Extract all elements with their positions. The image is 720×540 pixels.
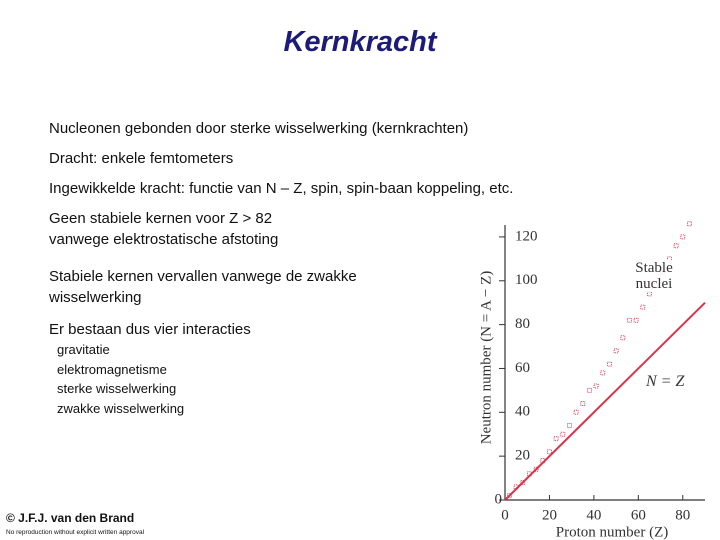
bullet-text: Geen stabiele kernen voor Z > 82 <box>49 210 273 227</box>
bullet-text: Dracht: enkele femtometers <box>49 150 234 167</box>
stable-nucleus <box>533 466 539 472</box>
stable-nucleus <box>646 291 652 297</box>
stable-nucleus <box>620 335 626 341</box>
stable-nucleus <box>680 234 686 240</box>
x-tick-label: 80 <box>675 507 690 523</box>
stable-nucleus <box>546 449 552 455</box>
stable-nucleus <box>633 317 639 323</box>
stable-nucleus <box>600 370 606 376</box>
stable-nucleus <box>560 431 566 437</box>
stable-nucleus <box>553 436 559 442</box>
y-tick-label: 100 <box>515 272 538 288</box>
copyright: © J.F.J. van den Brand <box>6 511 135 525</box>
stable-nucleus <box>640 304 646 310</box>
stable-nucleus <box>613 348 619 354</box>
sub-item: sterke wisselwerking <box>57 381 177 396</box>
notice: No reproduction without explicit written… <box>6 529 145 536</box>
sub-item: zwakke wisselwerking <box>57 400 185 416</box>
stable-nucleus <box>520 479 526 485</box>
stable-nucleus <box>573 409 579 415</box>
x-tick-label: 60 <box>631 507 646 523</box>
bullet-text: vanwege elektrostatische afstoting <box>49 231 279 248</box>
y-axis-title: Neutron number (N = A − Z) <box>478 271 494 445</box>
bullet-text: Er bestaan dus vier interacties <box>49 321 251 338</box>
bullet-text: Ingewikkelde kracht: functie van N – Z, … <box>49 180 514 197</box>
stable-nucleus <box>686 221 692 227</box>
y-tick-label: 80 <box>515 316 530 332</box>
annotation: Stable nuclei <box>618 260 690 292</box>
x-tick-label: 20 <box>542 507 557 523</box>
y-tick-label: 120 <box>515 228 538 244</box>
stable-nucleus <box>580 401 586 407</box>
stable-nucleus <box>626 317 632 323</box>
y-tick-label: 60 <box>515 360 530 376</box>
bullet-text: Stabiele kernen vervallen vanwege de zwa… <box>49 268 357 285</box>
x-tick-label: 40 <box>586 507 601 523</box>
x-axis-title: Proton number (Z) <box>556 524 668 540</box>
n-equals-z-line <box>504 301 706 501</box>
stable-nucleus <box>506 493 512 499</box>
slide-title: Kernkracht <box>283 26 437 58</box>
y-tick-label: 0 <box>495 491 503 507</box>
bullet-text: wisselwerking <box>49 289 142 306</box>
stable-nucleus <box>586 387 592 393</box>
stable-nucleus <box>606 361 612 367</box>
stable-nucleus <box>593 383 599 389</box>
x-tick-label: 0 <box>501 507 509 523</box>
stable-nucleus <box>566 422 572 428</box>
bullet-text: Nucleonen gebonden door sterke wisselwer… <box>49 120 469 137</box>
stable-nucleus <box>673 243 679 249</box>
sub-item: elektromagnetisme <box>57 361 167 377</box>
y-tick-label: 40 <box>515 404 530 420</box>
y-tick-label: 20 <box>515 448 530 464</box>
sub-item: gravitatie <box>57 342 110 357</box>
annotation: N = Z <box>646 373 685 390</box>
